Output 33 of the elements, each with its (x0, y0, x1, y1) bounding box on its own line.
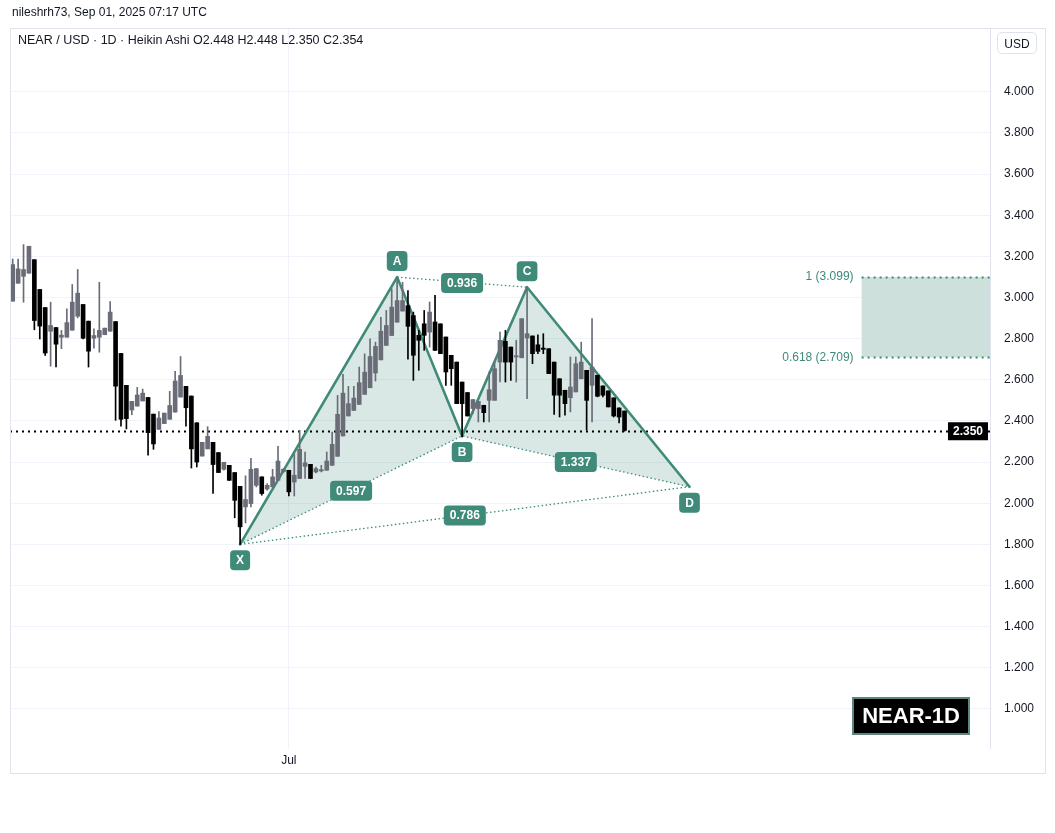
y-tick-label: 2.200 (1004, 454, 1035, 469)
y-tick-label: 1.400 (1004, 618, 1035, 633)
y-tick-label: 3.600 (1004, 166, 1035, 181)
chart-subtitle: nileshrh73, Sep 01, 2025 07:17 UTC (12, 5, 207, 19)
y-tick-label: 2.800 (1004, 330, 1035, 345)
annotation: B (457, 444, 467, 459)
annotation: 1.337 (560, 454, 592, 469)
y-tick-label: 3.200 (1004, 248, 1035, 263)
y-tick-label: 4.000 (1004, 84, 1035, 99)
annotation: D (685, 495, 695, 510)
y-tick-label: 1.600 (1004, 577, 1035, 592)
y-axis-title: USD (997, 32, 1037, 54)
ref-line-label: 1 (3.099) (805, 269, 854, 284)
annotation: A (392, 253, 402, 268)
x-tick-label: Jul (281, 752, 297, 767)
y-tick-label: 3.800 (1004, 125, 1035, 140)
y-tick-label: 1.200 (1004, 660, 1035, 675)
annotation: 0.597 (336, 483, 367, 498)
chart-title: NEAR / USD · 1D · Heikin Ashi O2.448 H2.448 L2.350 C2.354 (18, 33, 364, 47)
annotation: NEAR-1D (852, 697, 970, 735)
annotation: 0.786 (449, 508, 481, 523)
y-tick-label: 1.000 (1004, 701, 1035, 716)
y-tick-label: 3.000 (1004, 289, 1035, 304)
y-tick-label: 2.600 (1004, 372, 1035, 387)
y-tick-label: 1.800 (1004, 536, 1035, 551)
ref-line-label: 2.350 (952, 424, 984, 439)
y-tick-label: 2.000 (1004, 495, 1035, 510)
y-tick-label: 2.400 (1004, 413, 1035, 428)
annotation: X (236, 553, 245, 568)
annotation: C (522, 264, 532, 279)
y-tick-label: 3.400 (1004, 207, 1035, 222)
annotation: 0.936 (447, 275, 478, 290)
ref-line-label: 0.618 (2.709) (782, 349, 854, 364)
